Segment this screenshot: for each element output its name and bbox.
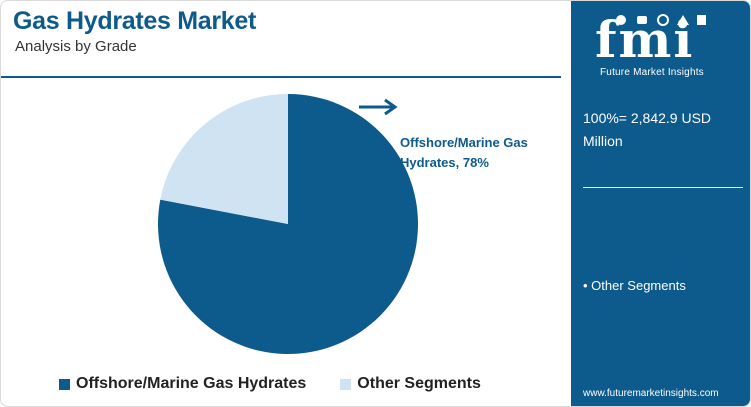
legend: Offshore/Marine Gas Hydrates Other Segme…: [59, 375, 515, 393]
header-divider: [1, 76, 561, 78]
arrow-right-icon: [359, 98, 398, 116]
logo-icons: [616, 14, 706, 26]
pie-chart: [158, 94, 418, 354]
total-market-value: 100%= 2,842.9 USD Million: [583, 110, 712, 149]
legend-swatch-other: [340, 378, 352, 390]
sidebar-panel: fmi Future Market Insights 100%= 2,842.9…: [571, 1, 750, 406]
chart-subtitle: Analysis by Grade: [15, 38, 137, 55]
website-url[interactable]: www.futuremarketinsights.com: [583, 388, 719, 399]
sidebar-divider: [583, 187, 743, 188]
logo-tagline: Future Market Insights: [600, 67, 704, 78]
slice-annotation: Offshore/Marine Gas Hydrates, 78%: [400, 135, 528, 170]
pie-slice-other: [160, 94, 288, 224]
legend-label-other: Other Segments: [357, 375, 481, 392]
chart-title: Gas Hydrates Market: [13, 7, 257, 35]
legend-swatch-offshore: [59, 378, 70, 390]
logo-mark: fmi: [595, 10, 695, 69]
legend-label-offshore: Offshore/Marine Gas Hydrates: [76, 375, 307, 392]
legend-item-other: Other Segments: [340, 375, 481, 393]
legend-item-offshore: Offshore/Marine Gas Hydrates: [59, 375, 306, 393]
sidebar-segment-item: • Other Segments: [583, 278, 686, 293]
